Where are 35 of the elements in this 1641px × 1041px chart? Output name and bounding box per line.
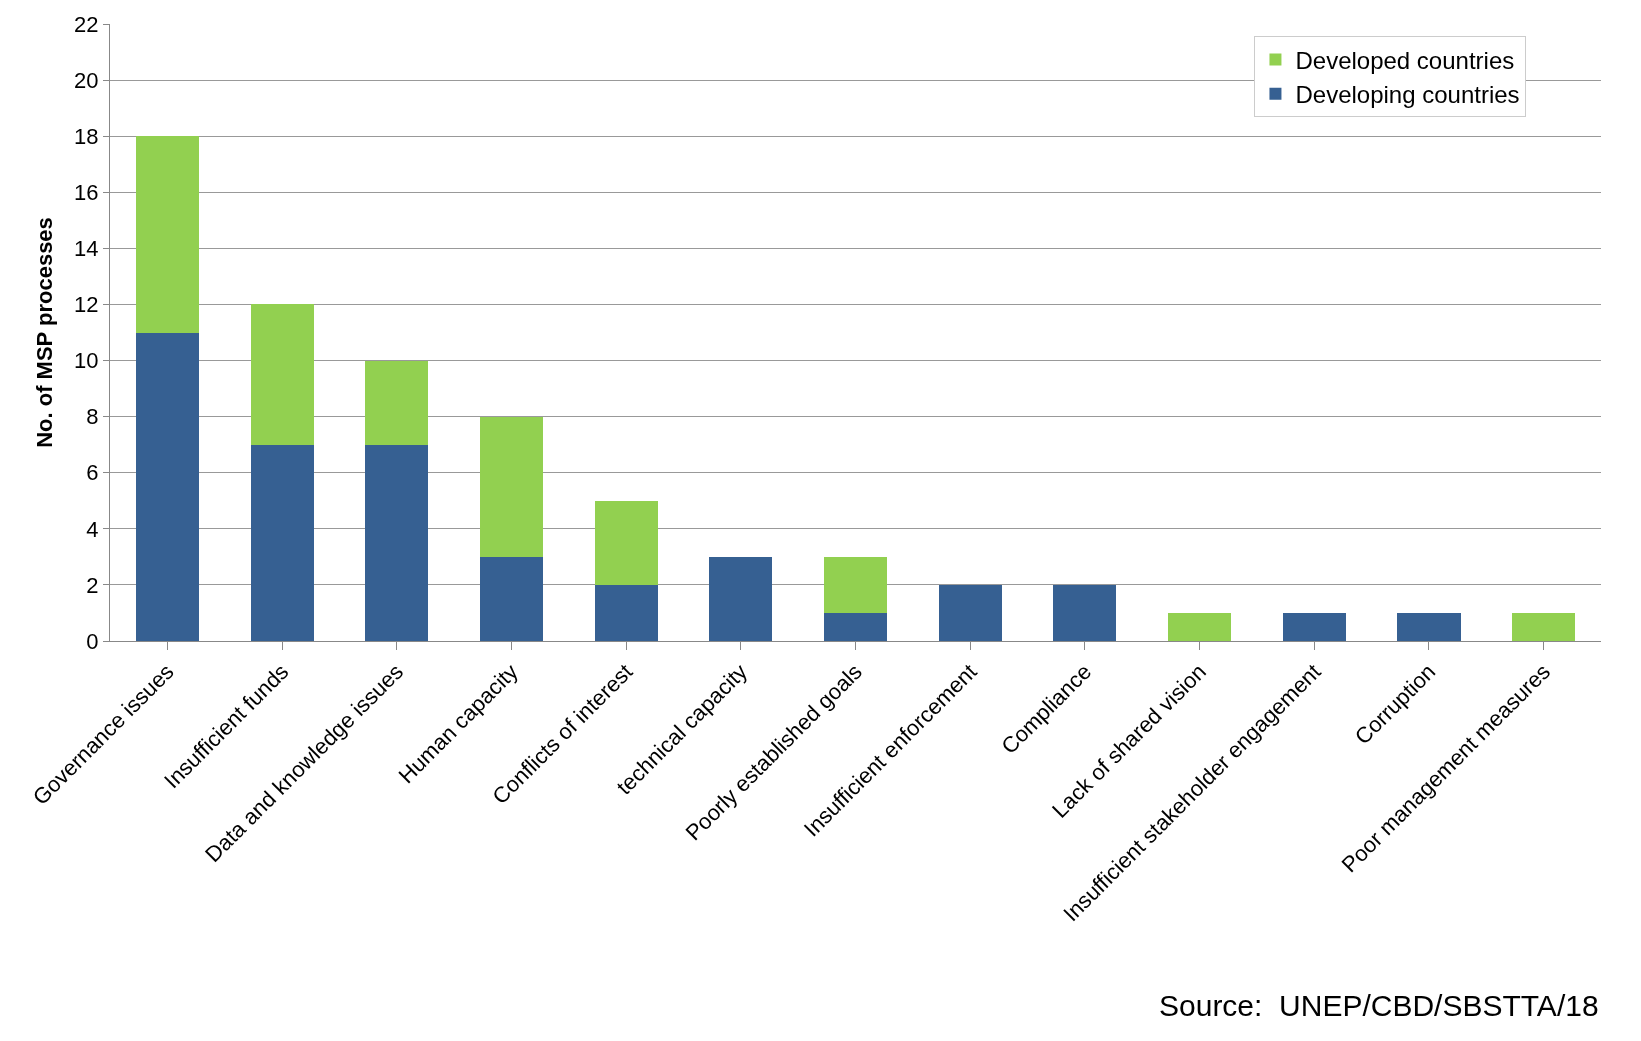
- bar: [594, 584, 658, 641]
- bar: [1512, 612, 1576, 641]
- y-tick-label: 2: [86, 572, 99, 598]
- bar: [250, 304, 314, 445]
- bar: [250, 444, 314, 641]
- bar: [1168, 612, 1232, 641]
- y-tick-label: 18: [74, 123, 99, 149]
- bar: [709, 556, 773, 641]
- y-tick-label: 16: [74, 179, 99, 205]
- bar: [1282, 612, 1346, 641]
- bar: [823, 556, 888, 613]
- y-tick-label: 22: [74, 11, 99, 37]
- y-tick-label: 8: [86, 404, 99, 430]
- legend-label: Developing countries: [1295, 81, 1520, 108]
- source-note: Source: UNEP/CBD/SBSTTA/18: [1159, 989, 1599, 1022]
- y-tick-label: 10: [74, 348, 99, 374]
- bar: [594, 500, 658, 585]
- y-tick-label: 20: [74, 67, 99, 93]
- bar: [365, 444, 429, 641]
- y-tick-label: 0: [86, 628, 99, 654]
- bar: [1397, 612, 1461, 641]
- y-tick-label: 4: [86, 516, 99, 542]
- bar: [1053, 584, 1117, 641]
- bar: [135, 136, 199, 333]
- bar: [479, 416, 543, 557]
- bar: [938, 584, 1002, 641]
- bar: [479, 556, 543, 641]
- bar: [365, 360, 429, 445]
- y-tick-label: 14: [74, 236, 99, 262]
- legend-label: Developed countries: [1295, 46, 1515, 74]
- y-tick-label: 12: [74, 292, 99, 318]
- bar: [823, 612, 888, 641]
- bar: [135, 332, 199, 641]
- y-axis-title: No. of MSP processes: [31, 217, 57, 448]
- y-tick-label: 6: [86, 460, 99, 486]
